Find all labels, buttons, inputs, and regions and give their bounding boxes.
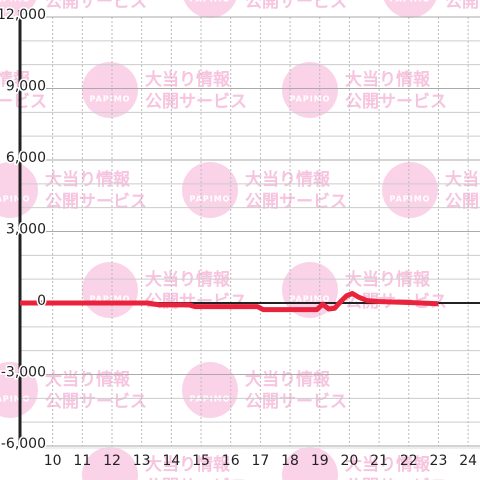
watermark-logo-text: PAPIMO	[390, 195, 431, 204]
watermark-text: 大当り情報	[45, 169, 131, 190]
watermark-text: 大当り情報	[345, 454, 431, 475]
x-tick-label: 24	[459, 453, 477, 469]
y-tick-label: 12,000	[0, 7, 46, 23]
x-tick-label: 10	[44, 453, 62, 469]
watermark-text: 公開サービス	[245, 0, 347, 12]
x-tick-label: 11	[73, 453, 91, 469]
y-tick-label: -3,000	[1, 365, 46, 381]
labels: -6,000 -3,000 0 3,000 6,000 9,000 12,000 10 11 12…	[0, 6, 477, 470]
watermark-logo-text: PAPIMO	[90, 295, 131, 304]
watermark-logo-text: PAPIMO	[290, 95, 331, 104]
watermark-text: 公開サービス	[45, 192, 147, 212]
y-tick-label: 3,000	[6, 222, 46, 238]
watermark-logo	[182, 162, 238, 218]
x-tick-label: 13	[133, 453, 151, 469]
watermark-text: 大当り情報	[0, 69, 31, 90]
watermark-text: 大当り情報	[45, 369, 131, 390]
x-tick-label: 12	[103, 453, 121, 469]
watermark-logo-text: PAPIMO	[90, 95, 131, 104]
watermark-logo	[382, 162, 438, 218]
x-tick-label: 21	[370, 453, 388, 469]
watermark-text: 大当り情報	[345, 69, 431, 90]
x-tick-label: 17	[251, 453, 269, 469]
watermark-text: 大当り情報	[245, 369, 331, 390]
series-line	[20, 290, 439, 313]
watermark-text: 公開サービス	[45, 0, 147, 12]
watermark-text: 公開サービス	[245, 192, 347, 212]
x-tick-label: 19	[311, 453, 329, 469]
x-tick-label: 15	[192, 453, 210, 469]
watermark-logo	[82, 447, 138, 480]
watermark-logo-text: PAPIMO	[190, 195, 231, 204]
watermark-text: 公開サービス	[245, 392, 347, 412]
x-tick-label: 22	[400, 453, 418, 469]
watermark-text: 大当り情報	[145, 69, 231, 90]
y-tick-label: 9,000	[6, 79, 46, 95]
watermark-logo-text: PAPIMO	[190, 0, 231, 4]
watermark-text: 公開サービス	[45, 392, 147, 412]
x-tick-label: 23	[430, 453, 448, 469]
x-tick-label: 20	[341, 453, 359, 469]
x-tick-label: 14	[162, 453, 180, 469]
watermark-logo-text: PAPIMO	[0, 395, 30, 404]
x-tick-label: 16	[222, 453, 240, 469]
watermark-logo-text: PAPIMO	[290, 295, 331, 304]
plot	[20, 290, 439, 313]
watermark-logo	[82, 62, 138, 118]
watermark-logo	[0, 0, 37, 18]
watermark-text: 大当り情報	[245, 169, 331, 190]
watermark-logo-text: PAPIMO	[0, 195, 30, 204]
grid	[18, 10, 480, 449]
watermark-logo	[183, 0, 237, 18]
watermark-text: 公開サービス	[345, 92, 447, 112]
watermark-text: 公開サービス	[145, 92, 247, 112]
watermark-text: 公開サービス	[445, 192, 480, 212]
watermark-logo	[82, 262, 138, 318]
watermark-logo-text: PAPIMO	[0, 0, 30, 4]
y-tick-label: 0	[37, 293, 46, 309]
watermark-logo	[182, 362, 238, 418]
watermark-logo-text: PAPIMO	[390, 0, 431, 4]
x-tick-label: 18	[281, 453, 299, 469]
watermark-text: 公開サービス	[445, 0, 480, 12]
watermark-text: 公開サービス	[0, 92, 47, 112]
watermark-logo	[282, 447, 338, 480]
watermark-text: 公開サービス	[345, 477, 447, 480]
y-tick-label: 6,000	[6, 150, 46, 166]
watermark-logo-text: PAPIMO	[190, 395, 231, 404]
watermark-logo	[383, 0, 437, 18]
watermark-text: 公開サービス	[145, 477, 247, 480]
watermark-text: 大当り情報	[145, 454, 231, 475]
watermark-text: 大当り情報	[445, 169, 480, 190]
y-tick-label: -6,000	[1, 436, 46, 452]
watermark-logo	[282, 62, 338, 118]
